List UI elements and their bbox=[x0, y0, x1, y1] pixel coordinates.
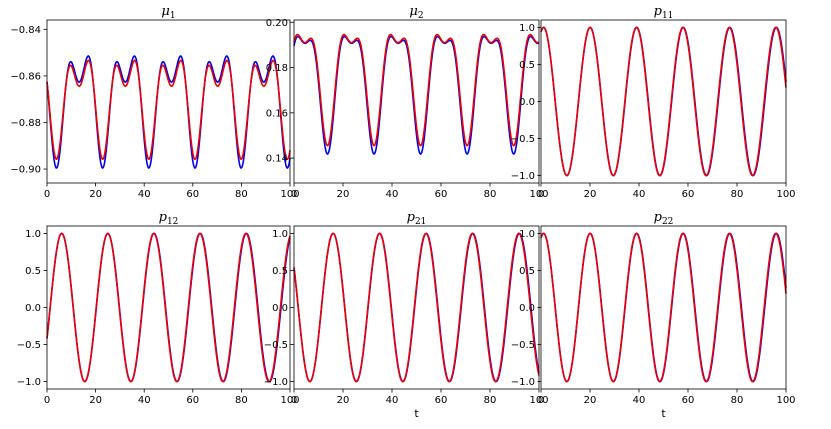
x-tick-label: 0 bbox=[44, 395, 50, 406]
x-tick-label: 20 bbox=[337, 189, 350, 200]
chart-panel-3: 0 20 40 60 80 100 −1.0 −0.5 0.0 0.5 1.0 p11 bbox=[511, 4, 796, 200]
x-tick-label: 20 bbox=[89, 395, 102, 406]
x-tick-label: 0 bbox=[538, 189, 544, 200]
y-tick-label: −0.84 bbox=[10, 25, 41, 36]
chart-title: p12 bbox=[159, 210, 179, 227]
y-tick-label: −0.5 bbox=[511, 340, 535, 351]
x-tick-label: 20 bbox=[584, 189, 597, 200]
x-tick-label: 100 bbox=[280, 395, 299, 406]
y-tick-label: 1.0 bbox=[519, 229, 535, 240]
y-tick-label: −1.0 bbox=[264, 377, 288, 388]
y-tick-label: 1.0 bbox=[519, 23, 535, 34]
x-tick-label: 60 bbox=[435, 395, 448, 406]
x-tick-label: 40 bbox=[386, 395, 399, 406]
y-tick-label: 0.0 bbox=[272, 303, 288, 314]
x-tick-label: 40 bbox=[386, 189, 399, 200]
chart-title: p22 bbox=[654, 210, 674, 227]
series-line-red bbox=[540, 232, 787, 383]
x-tick-label: 100 bbox=[776, 395, 795, 406]
x-tick-label: 40 bbox=[633, 189, 646, 200]
y-tick-label: 0.0 bbox=[25, 303, 41, 314]
y-tick-label: 0.5 bbox=[25, 266, 41, 277]
y-tick-label: −1.0 bbox=[17, 377, 41, 388]
y-tick-label: −0.90 bbox=[10, 165, 41, 176]
y-tick-label: −1.0 bbox=[511, 171, 535, 182]
chart-panel-1: 0 20 40 60 80 100 −0.90 −0.88 −0.86 −0.84 μ1 bbox=[10, 4, 299, 200]
y-tick-label: 0.14 bbox=[266, 154, 288, 165]
series-line-red bbox=[293, 232, 540, 383]
x-tick-label: 0 bbox=[291, 395, 297, 406]
x-axis-label: t bbox=[414, 407, 419, 420]
y-tick-label: 0.16 bbox=[266, 108, 288, 119]
x-tick-label: 0 bbox=[291, 189, 297, 200]
chart-panel-6: 0 20 40 60 80 100 −1.0 −0.5 0.0 0.5 1.0 p22 t bbox=[511, 210, 796, 420]
x-tick-label: 80 bbox=[731, 395, 744, 406]
x-tick-label: 60 bbox=[682, 395, 695, 406]
chart-title: μ1 bbox=[161, 4, 175, 21]
series-line-red bbox=[293, 33, 540, 147]
y-tick-label: 0.0 bbox=[519, 303, 535, 314]
y-tick-label: 0.0 bbox=[519, 97, 535, 108]
y-tick-label: −0.5 bbox=[17, 340, 41, 351]
chart-panel-2: 0 20 40 60 80 100 0.14 0.16 0.18 0.20 μ2 bbox=[266, 4, 549, 200]
x-tick-label: 60 bbox=[186, 395, 199, 406]
x-tick-label: 80 bbox=[731, 189, 744, 200]
x-tick-label: 80 bbox=[484, 189, 497, 200]
chart-title: μ2 bbox=[409, 4, 423, 21]
chart-panel-4: 0 20 40 60 80 100 −1.0 −0.5 0.0 0.5 1.0 p12 bbox=[17, 210, 300, 406]
x-tick-label: 0 bbox=[44, 189, 50, 200]
chart-title: p21 bbox=[407, 210, 427, 227]
x-tick-label: 40 bbox=[138, 189, 151, 200]
series-line-red bbox=[46, 232, 291, 383]
x-tick-label: 60 bbox=[435, 189, 448, 200]
y-tick-label: −0.86 bbox=[10, 71, 41, 82]
y-tick-label: 0.5 bbox=[272, 266, 288, 277]
x-tick-label: 100 bbox=[529, 395, 548, 406]
x-axis-label: t bbox=[661, 407, 666, 420]
x-tick-label: 80 bbox=[235, 189, 248, 200]
x-tick-label: 20 bbox=[337, 395, 350, 406]
y-tick-label: 0.18 bbox=[266, 63, 288, 74]
y-tick-label: 1.0 bbox=[272, 229, 288, 240]
x-tick-label: 100 bbox=[280, 189, 299, 200]
plot-frame bbox=[46, 19, 291, 184]
x-tick-label: 40 bbox=[633, 395, 646, 406]
y-tick-label: 0.20 bbox=[266, 18, 288, 29]
x-tick-label: 40 bbox=[138, 395, 151, 406]
x-tick-label: 0 bbox=[538, 395, 544, 406]
series-line-red bbox=[46, 59, 291, 161]
series-line-red bbox=[540, 26, 787, 177]
y-tick-label: −0.88 bbox=[10, 118, 41, 129]
x-tick-label: 20 bbox=[89, 189, 102, 200]
y-tick-label: −1.0 bbox=[511, 377, 535, 388]
x-tick-label: 20 bbox=[584, 395, 597, 406]
y-tick-label: 0.5 bbox=[519, 266, 535, 277]
x-tick-label: 80 bbox=[484, 395, 497, 406]
x-tick-label: 80 bbox=[235, 395, 248, 406]
x-tick-label: 100 bbox=[776, 189, 795, 200]
x-tick-label: 60 bbox=[682, 189, 695, 200]
chart-title: p11 bbox=[654, 4, 674, 21]
y-tick-label: −0.5 bbox=[264, 340, 288, 351]
y-tick-label: −0.5 bbox=[511, 134, 535, 145]
x-tick-label: 60 bbox=[186, 189, 199, 200]
y-tick-label: 1.0 bbox=[25, 229, 41, 240]
y-tick-label: 0.5 bbox=[519, 60, 535, 71]
x-tick-label: 100 bbox=[529, 189, 548, 200]
